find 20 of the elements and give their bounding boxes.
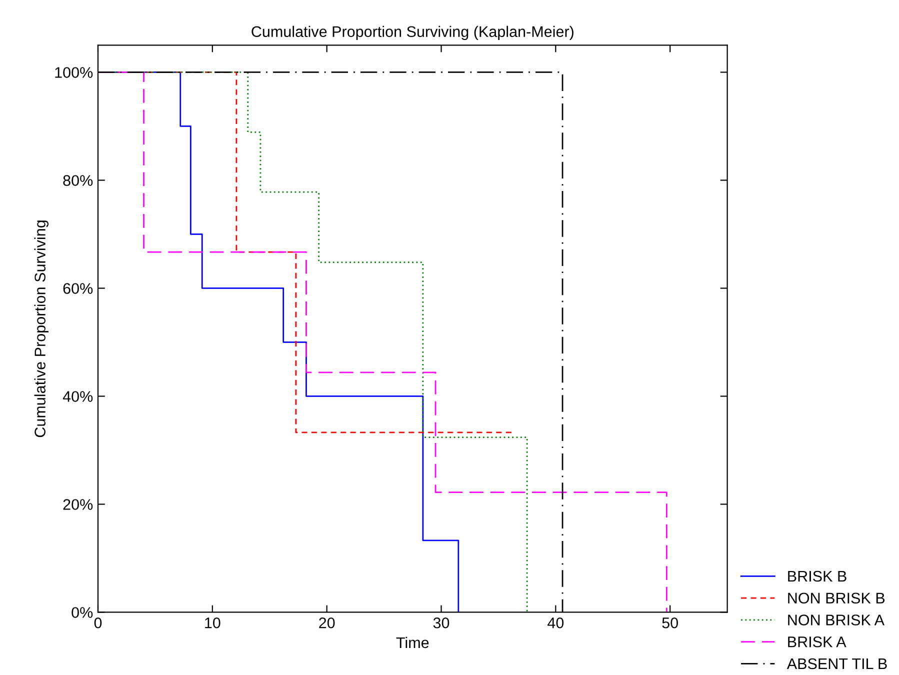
x-tick-label: 50 bbox=[662, 617, 678, 628]
y-axis-title: Cumulative Proportion Surviving bbox=[34, 220, 48, 438]
chart-title: Cumulative Proportion Surviving (Kaplan-Meier) bbox=[252, 26, 574, 40]
legend-label: BRISK B bbox=[788, 570, 846, 582]
y-tick-label: 80% bbox=[63, 175, 93, 186]
x-tick-label: 0 bbox=[94, 617, 102, 628]
x-tick-label: 10 bbox=[205, 617, 220, 628]
x-tick-label: 20 bbox=[319, 617, 335, 628]
x-tick-label: 30 bbox=[433, 617, 450, 628]
legend-label: BRISK A bbox=[788, 636, 846, 648]
legend-label: NON BRISK B bbox=[788, 592, 885, 604]
x-axis-title: Time bbox=[396, 636, 429, 648]
y-tick-label: 20% bbox=[63, 499, 93, 510]
legend-label: NON BRISK A bbox=[788, 614, 884, 626]
y-tick-label: 100% bbox=[55, 67, 93, 78]
y-tick-label: 60% bbox=[63, 283, 93, 294]
y-tick-label: 0% bbox=[72, 607, 93, 618]
legend-label: ABSENT TIL B bbox=[786, 658, 887, 670]
y-tick-label: 40% bbox=[62, 391, 93, 402]
x-tick-label: 40 bbox=[548, 617, 564, 628]
